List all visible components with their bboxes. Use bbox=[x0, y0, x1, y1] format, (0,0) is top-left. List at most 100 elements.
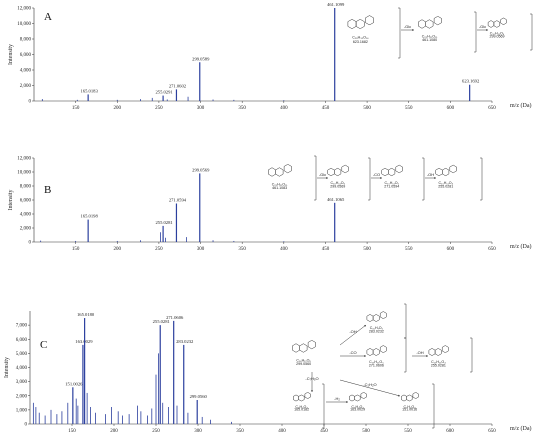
fragment-mass: 271.0606 bbox=[369, 363, 384, 367]
y-tick-label: 2,000 bbox=[20, 84, 32, 89]
x-tick-label: 200 bbox=[114, 247, 122, 252]
fragment-formula: C₁₆H₁₁O₆ bbox=[331, 181, 346, 185]
x-tick-label: 200 bbox=[110, 429, 118, 434]
fragment-mass: 163.0029 bbox=[350, 408, 365, 412]
y-axis-label: Intensity bbox=[8, 44, 14, 65]
y-tick-label: 8,000 bbox=[20, 185, 32, 190]
y-tick-label: 4,000 bbox=[20, 213, 32, 218]
peak-label: 165.0198 bbox=[81, 214, 99, 219]
x-tick-label: 150 bbox=[72, 247, 80, 252]
molecule-structure bbox=[366, 311, 387, 322]
molecule-structure bbox=[435, 164, 457, 177]
peak-label: 299.0560 bbox=[190, 394, 208, 399]
peak-label: 271.0594 bbox=[169, 198, 187, 203]
scheme-b: C₂₂H₂₁O₁₁461.1083-GlcC₁₆H₁₁O₆299.0569-CO… bbox=[268, 155, 483, 201]
x-tick-label: 550 bbox=[404, 429, 412, 434]
x-tick-label: 550 bbox=[405, 247, 413, 252]
x-tick-label: 400 bbox=[280, 106, 288, 111]
arrow-head bbox=[486, 29, 488, 31]
y-tick-label: 8,000 bbox=[20, 38, 32, 43]
arrow-head bbox=[412, 29, 414, 31]
fragment-mass: 461.1083 bbox=[272, 186, 287, 190]
x-tick-label: 500 bbox=[362, 429, 370, 434]
ring-a bbox=[428, 348, 436, 356]
molecule-structure bbox=[487, 17, 507, 28]
y-tick-label: 3,000 bbox=[16, 380, 28, 385]
panel-letter: B bbox=[44, 184, 51, 196]
ring-b bbox=[449, 164, 457, 174]
molecule-structure bbox=[418, 16, 442, 29]
y-axis-label: Intensity bbox=[8, 190, 14, 211]
ring-a bbox=[349, 394, 355, 402]
y-tick-label: 10,000 bbox=[17, 22, 31, 27]
peak-label: 299.0589 bbox=[192, 56, 210, 61]
fragment-mass: 299.0560 bbox=[296, 362, 311, 366]
y-tick-label: 6,000 bbox=[20, 199, 32, 204]
arrow bbox=[339, 379, 401, 397]
x-tick-label: 450 bbox=[320, 429, 328, 434]
panel-letter: A bbox=[44, 11, 52, 23]
x-tick-label: 250 bbox=[152, 429, 160, 434]
x-tick-label: 450 bbox=[322, 247, 330, 252]
ring-a bbox=[366, 348, 374, 356]
ring-b bbox=[307, 340, 316, 350]
x-tick-label: 300 bbox=[194, 429, 202, 434]
peak-label: 271.0606 bbox=[166, 315, 184, 320]
fragment-mass: 299.0569 bbox=[330, 184, 345, 188]
ring-c bbox=[275, 167, 284, 177]
ring-c bbox=[372, 348, 380, 356]
arrow-label: -Glc bbox=[319, 172, 326, 177]
bracket bbox=[404, 337, 407, 373]
bracket bbox=[530, 13, 533, 51]
y-tick-label: 12,000 bbox=[17, 157, 31, 162]
arrow-label: -Glc bbox=[479, 24, 486, 29]
peak-label: 165.0183 bbox=[81, 88, 99, 93]
fragment-formula: C₁₆H₁₁O₆ bbox=[490, 32, 505, 36]
fragment-formula: C₁₅H₁₁O₅ bbox=[385, 181, 400, 185]
molecule-structure bbox=[292, 340, 316, 353]
x-tick-label: 300 bbox=[197, 106, 205, 111]
ring-a bbox=[366, 314, 374, 322]
y-tick-label: 7,000 bbox=[16, 324, 28, 329]
molecule-structure bbox=[401, 392, 419, 402]
arrow bbox=[339, 324, 367, 346]
arrow-label: -CO bbox=[349, 350, 356, 355]
x-tick-label: 150 bbox=[68, 429, 76, 434]
bracket bbox=[368, 157, 371, 201]
x-axis-label: m/z (Da) bbox=[510, 102, 532, 109]
ring-b bbox=[412, 392, 419, 399]
peak-label: 461.1065 bbox=[327, 197, 345, 202]
x-tick-label: 400 bbox=[278, 429, 286, 434]
peak-label: 461.1099 bbox=[327, 2, 345, 7]
y-axis-label: Intensity bbox=[4, 357, 10, 378]
ring-c bbox=[434, 348, 442, 356]
x-tick-label: 650 bbox=[488, 247, 496, 252]
fragment-formula: C₂₈H₃₂O₁₆ bbox=[352, 36, 369, 40]
arrow-label: -Glc bbox=[404, 24, 411, 29]
peak-label: 299.0569 bbox=[192, 167, 210, 172]
x-tick-label: 600 bbox=[447, 106, 455, 111]
arrow-head bbox=[326, 177, 328, 179]
ring-c bbox=[298, 394, 305, 402]
fragment-formula: C₁₅H₁₁O₅ bbox=[369, 360, 384, 364]
x-tick-label: 500 bbox=[363, 106, 371, 111]
molecule-structure bbox=[366, 345, 387, 356]
x-tick-label: 200 bbox=[114, 106, 122, 111]
ring-c bbox=[406, 394, 413, 402]
molecule-structure bbox=[349, 392, 367, 402]
y-tick-label: 5,000 bbox=[16, 352, 28, 357]
peak-label: 151.0026 bbox=[65, 381, 83, 386]
ring-c bbox=[334, 167, 342, 177]
ring-a bbox=[293, 394, 299, 402]
arrow-head bbox=[380, 177, 382, 179]
arrow-head bbox=[426, 355, 428, 357]
peak-label: 255.0281 bbox=[155, 220, 173, 225]
bracket bbox=[480, 157, 483, 201]
